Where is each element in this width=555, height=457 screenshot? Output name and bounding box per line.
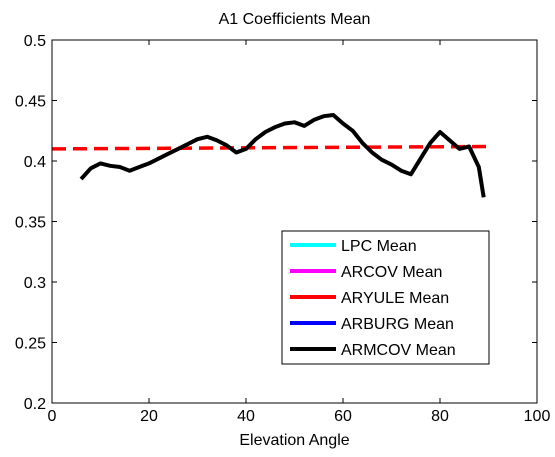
series-layer bbox=[51, 113, 489, 198]
legend-label: ARBURG Mean bbox=[341, 316, 454, 333]
x-tick-label: 80 bbox=[431, 408, 449, 425]
series-line-1 bbox=[79, 113, 486, 198]
legend-label: ARYULE Mean bbox=[341, 290, 449, 307]
x-tick-label: 40 bbox=[237, 408, 255, 425]
legend-label: ARMCOV Mean bbox=[341, 342, 456, 359]
chart-title: A1 Coefficients Mean bbox=[219, 11, 371, 28]
y-tick-label: 0.3 bbox=[24, 275, 46, 292]
y-tick-label: 0.4 bbox=[24, 154, 46, 171]
x-axis-label: Elevation Angle bbox=[239, 432, 349, 449]
x-tick-label: 100 bbox=[524, 408, 551, 425]
legend-label: LPC Mean bbox=[341, 238, 417, 255]
y-tick-label: 0.25 bbox=[15, 336, 46, 353]
y-tick-label: 0.45 bbox=[15, 94, 46, 111]
x-tick-label: 60 bbox=[334, 408, 352, 425]
axes-layer: 0 20 40 60 80 100 0.2 0.25 0.3 0.35 0.4 0.45 0.5 bbox=[15, 33, 551, 425]
y-tick-label: 0.5 bbox=[24, 33, 46, 50]
series-line-0 bbox=[51, 144, 489, 151]
x-tick-label: 20 bbox=[140, 408, 158, 425]
legend-label: ARCOV Mean bbox=[341, 264, 442, 281]
legend: LPC Mean ARCOV Mean ARYULE Mean ARBURG Mean… bbox=[281, 230, 490, 365]
x-tick-label: 0 bbox=[48, 408, 57, 425]
y-tick-label: 0.2 bbox=[24, 396, 46, 413]
y-tick-label: 0.35 bbox=[15, 215, 46, 232]
